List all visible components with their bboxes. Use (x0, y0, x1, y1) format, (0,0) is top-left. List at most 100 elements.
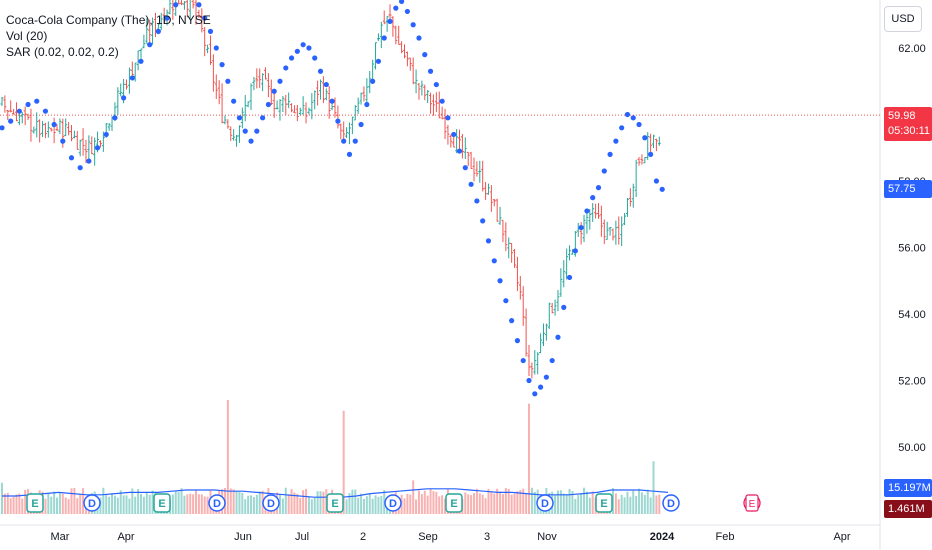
sar-dot (659, 186, 665, 192)
volume-bar (360, 493, 363, 514)
sar-dot (456, 148, 463, 154)
ohlc-bar (261, 73, 265, 92)
time-tick-label: Apr (833, 531, 850, 543)
ohlc-bar (443, 108, 447, 139)
sar-dot (202, 15, 208, 21)
ohlc-bar (116, 87, 120, 115)
volume-bar (307, 496, 310, 514)
volume-bar (177, 491, 180, 514)
ohlc-bar (339, 123, 343, 140)
ohlc-bar (69, 124, 73, 142)
ohlc-bar (527, 344, 531, 376)
ohlc-bar (582, 214, 586, 243)
earnings-marker-letter: E (31, 498, 38, 510)
earnings-marker-letter: E (158, 498, 165, 510)
ohlc-bar (400, 41, 404, 54)
volume-bar (423, 490, 426, 514)
dividend-marker-letter: D (213, 498, 221, 510)
ohlc-bar (316, 80, 320, 106)
sar-dot (225, 78, 231, 84)
volume-bar (131, 488, 134, 514)
sar-dot (422, 52, 428, 58)
symbol-title[interactable]: Coca-Cola Company (The), 1D, NYSE (6, 13, 211, 27)
sar-dot (164, 15, 170, 21)
dividend-marker-circle (662, 494, 680, 512)
volume-bar (490, 491, 493, 514)
ohlc-bar (162, 7, 166, 24)
sar-dot (485, 238, 492, 244)
earnings-marker-frame (445, 493, 463, 513)
ohlc-bar (72, 130, 76, 139)
ohlc-bar (275, 100, 279, 110)
volume-bar (354, 489, 357, 514)
volume-bar (409, 494, 412, 514)
sar-dot (491, 258, 497, 264)
volume-bar (174, 491, 177, 514)
sar-dot (8, 118, 14, 124)
volume-bar (50, 496, 53, 514)
sar-dot (578, 224, 584, 231)
volume-bar (614, 493, 617, 514)
sar-dot (288, 55, 295, 61)
earnings-marker-frame (326, 493, 344, 513)
volume-bar (102, 487, 105, 514)
dividend-marker-icon: D (208, 494, 226, 512)
sar-dot (77, 165, 83, 171)
volume-bar (493, 493, 496, 514)
ohlc-bar (26, 113, 30, 120)
volume-bar (580, 493, 583, 514)
sar-dot (572, 248, 578, 254)
volume-bar (481, 494, 484, 514)
volume-indicator-label[interactable]: Vol (20) (6, 29, 48, 43)
volume-bar (195, 489, 198, 514)
volume-bar (305, 488, 308, 514)
ohlc-bar (333, 97, 337, 118)
dividend-marker-letter: D (541, 498, 549, 510)
ohlc-bar (43, 122, 47, 139)
volume-bar (640, 492, 643, 514)
ohlc-bar (281, 96, 285, 113)
volume-bar (417, 490, 420, 514)
sar-dot (433, 81, 439, 88)
volume-bar (345, 499, 348, 514)
sar-dot (584, 208, 590, 214)
ohlc-bar (376, 33, 380, 41)
volume-bar (655, 495, 658, 514)
sar-dot (346, 151, 353, 157)
sar-dot (265, 101, 271, 108)
volume-bar (357, 497, 360, 514)
volume-bar (142, 496, 145, 514)
price-tick-label: 54.00 (898, 309, 926, 321)
sar-indicator-label[interactable]: SAR (0.02, 0.02, 0.2) (6, 45, 119, 59)
volume-bar (287, 494, 290, 514)
volume-bar (293, 492, 296, 514)
ohlc-bar (446, 125, 450, 145)
ohlc-bar (345, 127, 349, 139)
ohlc-bar (313, 90, 317, 110)
ohlc-bar (301, 96, 305, 115)
volume-bar (528, 403, 531, 514)
ohlc-bar (365, 78, 369, 106)
volume-bar (611, 488, 614, 514)
volume-bar (617, 499, 620, 514)
currency-button[interactable]: USD (884, 6, 922, 32)
volume-bar (632, 490, 635, 514)
volume-bar (362, 498, 365, 514)
ohlc-bar (501, 219, 505, 243)
ohlc-bar (420, 80, 424, 96)
time-tick-label: 2 (360, 531, 366, 543)
ohlc-bar (240, 107, 244, 129)
sar-dot (51, 121, 57, 128)
sar-dot (642, 135, 648, 141)
ohlc-bar (437, 91, 441, 119)
ohlc-bar (481, 160, 485, 192)
volume-bar (444, 498, 447, 514)
volume-bar (403, 498, 406, 514)
ohlc-bar (478, 160, 482, 183)
volume-bar (151, 490, 154, 514)
ohlc-bar (9, 100, 13, 113)
ohlc-bar (98, 140, 102, 148)
sar-dot (370, 78, 376, 84)
